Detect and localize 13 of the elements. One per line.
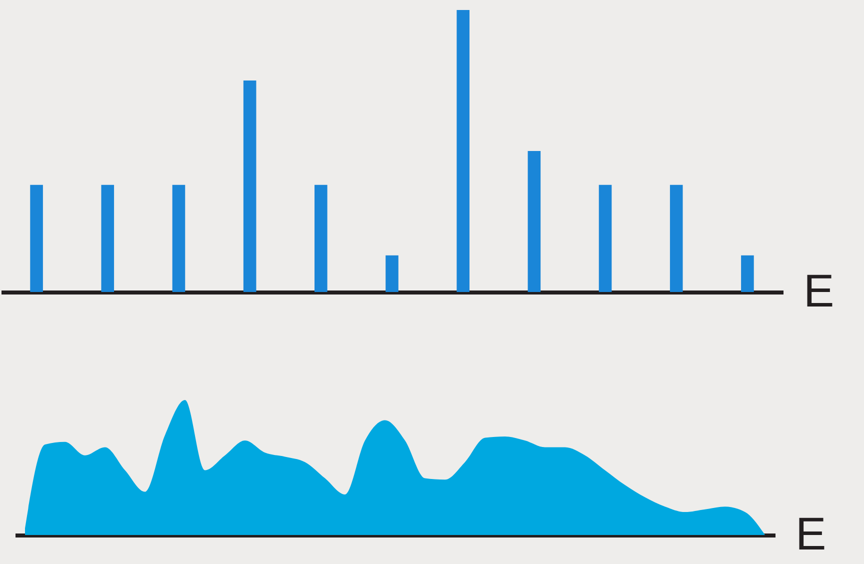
bar <box>243 80 256 292</box>
bar <box>741 255 754 292</box>
bar <box>314 184 328 292</box>
bar <box>30 184 43 292</box>
bar <box>598 184 612 292</box>
bar <box>386 255 398 292</box>
bar <box>456 10 470 292</box>
bar <box>528 151 541 292</box>
x-axis-title: E <box>796 508 826 560</box>
x-axis-title: E <box>804 264 834 316</box>
bar <box>172 184 186 292</box>
bar <box>670 184 683 292</box>
bar <box>101 184 114 292</box>
